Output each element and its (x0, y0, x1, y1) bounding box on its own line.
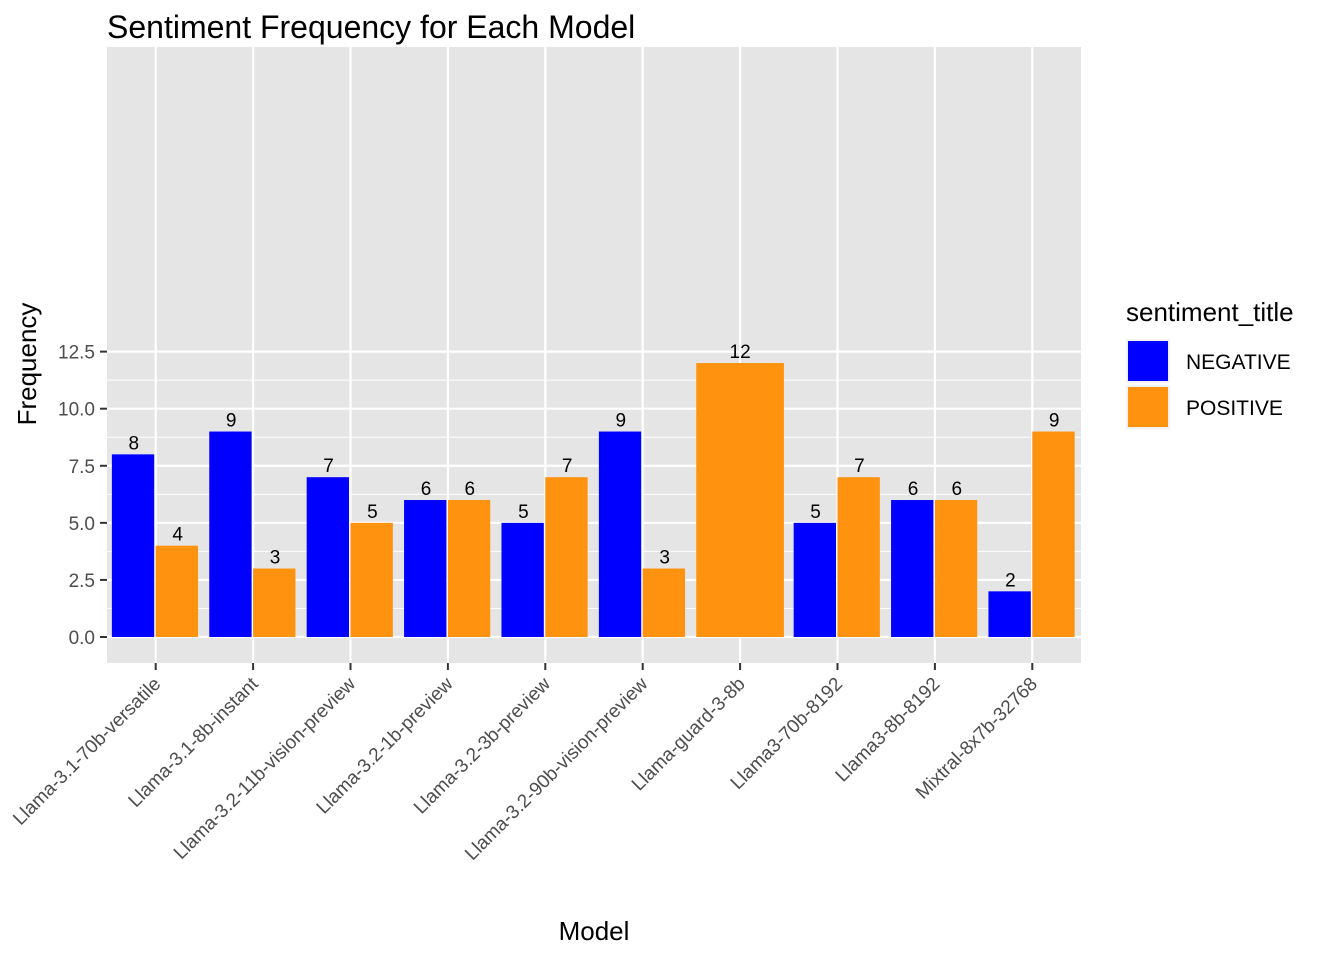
bar-negative (209, 431, 252, 637)
legend-label-positive: POSITIVE (1186, 397, 1283, 420)
data-label-positive: 7 (562, 456, 573, 477)
y-tick-label: 7.5 (69, 457, 95, 478)
data-label-negative: 2 (1005, 570, 1016, 591)
y-tick-label: 12.5 (58, 343, 95, 364)
bar-negative (501, 522, 544, 637)
bar-positive (1032, 431, 1075, 637)
bar-negative (306, 477, 349, 637)
data-label-negative: 9 (615, 411, 626, 432)
data-label-positive: 7 (854, 456, 865, 477)
data-label-positive: 6 (465, 479, 476, 500)
y-tick-label: 0.0 (69, 628, 95, 649)
bar-negative (111, 454, 155, 637)
legend: sentiment_title NEGATIVE POSITIVE (1126, 297, 1294, 429)
data-label-positive: 3 (659, 548, 670, 569)
data-label-negative: 5 (810, 502, 821, 523)
bar-positive (447, 500, 491, 637)
bar-negative (988, 591, 1031, 637)
bar-positive (696, 363, 784, 637)
bar-positive (155, 545, 199, 637)
y-tick-label: 2.5 (69, 571, 95, 592)
data-label-negative: 5 (518, 502, 529, 523)
legend-title: sentiment_title (1126, 297, 1294, 327)
x-axis-title: Model (559, 916, 630, 946)
data-label-negative: 9 (226, 411, 237, 432)
y-axis: 0.0 2.5 5.0 7.5 10.0 12.5 (58, 343, 107, 649)
bar-negative (598, 431, 642, 637)
data-label-positive: 5 (367, 502, 378, 523)
data-label-positive: 6 (952, 479, 963, 500)
data-label-positive: 12 (730, 342, 751, 363)
bar-negative (891, 500, 934, 637)
bar-positive (934, 500, 978, 637)
bar-positive (642, 568, 686, 637)
bars (111, 363, 1075, 637)
data-labels: 8 4 9 3 7 5 6 6 5 7 9 3 12 5 7 6 6 2 9 (128, 342, 1059, 591)
legend-label-negative: NEGATIVE (1186, 351, 1291, 374)
bar-positive (837, 477, 880, 637)
data-label-negative: 6 (908, 479, 919, 500)
data-label-negative: 8 (128, 433, 139, 454)
chart-title: Sentiment Frequency for Each Model (107, 9, 635, 45)
y-axis-title: Frequency (12, 303, 42, 426)
y-tick-label: 5.0 (69, 514, 95, 535)
data-label-negative: 7 (323, 456, 334, 477)
bar-positive (350, 522, 393, 637)
data-label-positive: 9 (1049, 411, 1060, 432)
legend-key-negative (1128, 341, 1168, 381)
bar-negative (793, 522, 836, 637)
legend-key-positive (1128, 387, 1168, 427)
bar-negative (404, 500, 447, 637)
y-tick-label: 10.0 (58, 400, 95, 421)
bar-positive (253, 568, 296, 637)
bar-positive (545, 477, 588, 637)
data-label-positive: 3 (270, 548, 281, 569)
data-label-positive: 4 (172, 525, 183, 546)
data-label-negative: 6 (421, 479, 432, 500)
